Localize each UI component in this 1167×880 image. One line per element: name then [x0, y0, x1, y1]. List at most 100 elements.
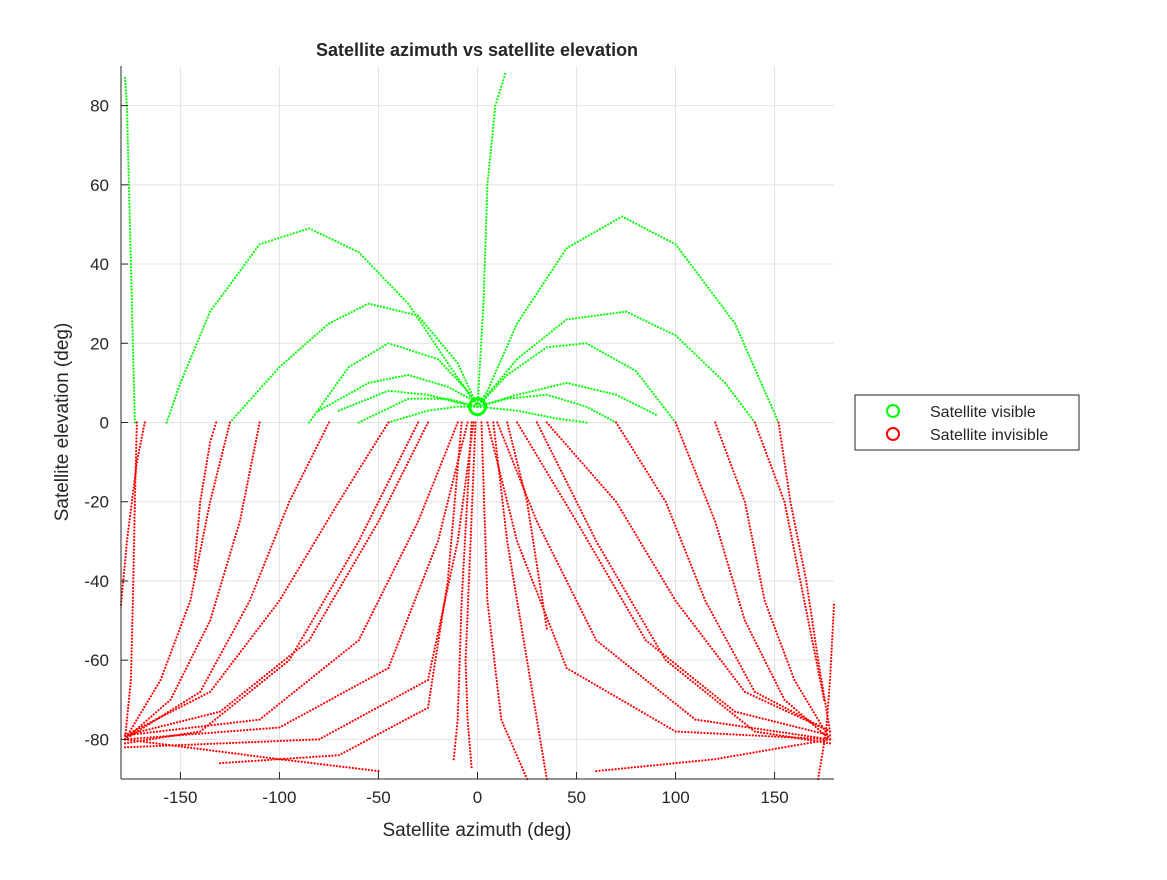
data-point	[182, 617, 185, 621]
data-point	[484, 228, 487, 231]
data-point	[484, 235, 487, 238]
data-point	[742, 497, 745, 500]
track	[674, 421, 832, 741]
data-point	[457, 696, 460, 699]
data-point	[500, 85, 503, 88]
data-point	[789, 669, 793, 672]
data-point	[493, 387, 496, 390]
data-point	[718, 657, 721, 661]
data-point	[177, 630, 180, 633]
data-point	[826, 707, 829, 711]
data-point	[437, 537, 440, 540]
data-point	[423, 575, 426, 578]
data-point	[443, 356, 446, 359]
data-point	[401, 631, 404, 634]
data-point	[820, 758, 823, 762]
data-point	[748, 627, 751, 631]
data-point	[189, 596, 192, 599]
data-point	[396, 418, 399, 421]
data-point	[244, 489, 248, 492]
data-point	[131, 495, 134, 499]
data-point	[266, 676, 269, 680]
data-point	[338, 573, 341, 576]
data-point	[309, 339, 312, 342]
data-point	[148, 697, 151, 701]
data-point	[760, 653, 764, 656]
data-point	[722, 307, 725, 310]
data-point	[511, 574, 514, 577]
data-point	[246, 688, 249, 692]
data-point	[630, 766, 633, 769]
data-point	[540, 528, 543, 532]
data-point	[829, 675, 832, 678]
data-point	[176, 721, 179, 724]
data-point	[566, 483, 570, 486]
data-point	[562, 252, 565, 255]
data-point	[184, 743, 187, 746]
data-point	[376, 503, 379, 506]
data-point	[139, 730, 142, 733]
data-point	[259, 387, 262, 390]
data-point	[574, 317, 578, 320]
data-point	[196, 535, 199, 539]
data-point	[810, 633, 813, 636]
data-point	[671, 332, 674, 336]
data-point	[787, 487, 790, 491]
data-point	[822, 727, 825, 730]
data-point	[766, 664, 769, 667]
data-point	[394, 565, 397, 568]
data-point	[209, 722, 212, 725]
data-point	[241, 647, 244, 650]
data-point	[351, 766, 354, 770]
data-point	[423, 326, 426, 330]
data-point	[322, 667, 326, 670]
data-point	[380, 432, 383, 435]
data-point	[298, 739, 302, 742]
data-point	[466, 702, 469, 706]
data-point	[223, 722, 226, 725]
data-point	[251, 741, 254, 744]
data-point	[617, 767, 620, 770]
data-point	[743, 619, 747, 622]
data-point	[327, 322, 331, 325]
data-point	[525, 391, 528, 394]
track	[452, 421, 473, 761]
data-point	[453, 748, 456, 751]
data-point	[133, 510, 136, 513]
data-point	[154, 726, 157, 729]
data-point	[520, 766, 524, 769]
data-point	[717, 430, 720, 433]
data-point	[674, 663, 677, 666]
data-point	[393, 652, 396, 655]
data-point	[740, 491, 743, 494]
data-point	[781, 746, 784, 749]
data-point	[618, 360, 621, 363]
data-point	[787, 522, 790, 525]
data-point	[520, 624, 523, 627]
data-point	[341, 581, 345, 584]
data-point	[599, 686, 602, 689]
data-point	[225, 642, 228, 645]
data-point	[657, 688, 660, 692]
data-point	[132, 364, 135, 367]
data-point	[460, 606, 463, 609]
data-point	[132, 351, 135, 354]
data-point	[542, 756, 545, 759]
data-point	[532, 581, 535, 584]
data-point	[185, 699, 188, 702]
data-point	[731, 579, 734, 582]
data-point	[463, 542, 466, 545]
data-point	[305, 680, 308, 684]
data-point	[135, 440, 138, 443]
data-point	[133, 408, 136, 411]
data-point	[547, 386, 550, 389]
data-point	[466, 421, 469, 424]
data-point	[579, 509, 582, 512]
data-point	[622, 587, 625, 590]
data-point	[630, 446, 633, 449]
data-point	[575, 599, 578, 602]
data-point	[755, 696, 758, 699]
data-point	[396, 345, 399, 348]
data-point	[691, 680, 695, 684]
data-point	[812, 723, 815, 726]
